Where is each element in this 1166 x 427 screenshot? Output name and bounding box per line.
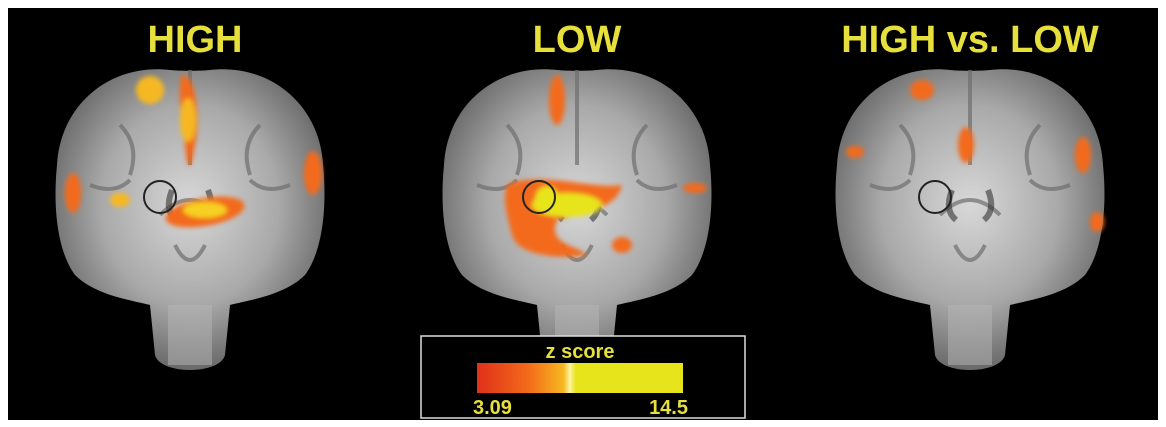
colorbar-max: 14.5 [649, 397, 688, 419]
colorbar-min: 3.09 [473, 397, 512, 419]
colorbar: z score 3.09 14.5 [420, 335, 746, 419]
brain-high [56, 69, 325, 370]
panel-title: HIGH [148, 19, 243, 61]
colorbar-title: z score [546, 341, 615, 363]
colorbar-gradient [477, 363, 683, 393]
brain-high-vs-low [836, 69, 1105, 370]
panel-title: HIGH vs. LOW [841, 19, 1099, 61]
brain-low [443, 69, 712, 370]
panel-title: LOW [533, 19, 622, 61]
